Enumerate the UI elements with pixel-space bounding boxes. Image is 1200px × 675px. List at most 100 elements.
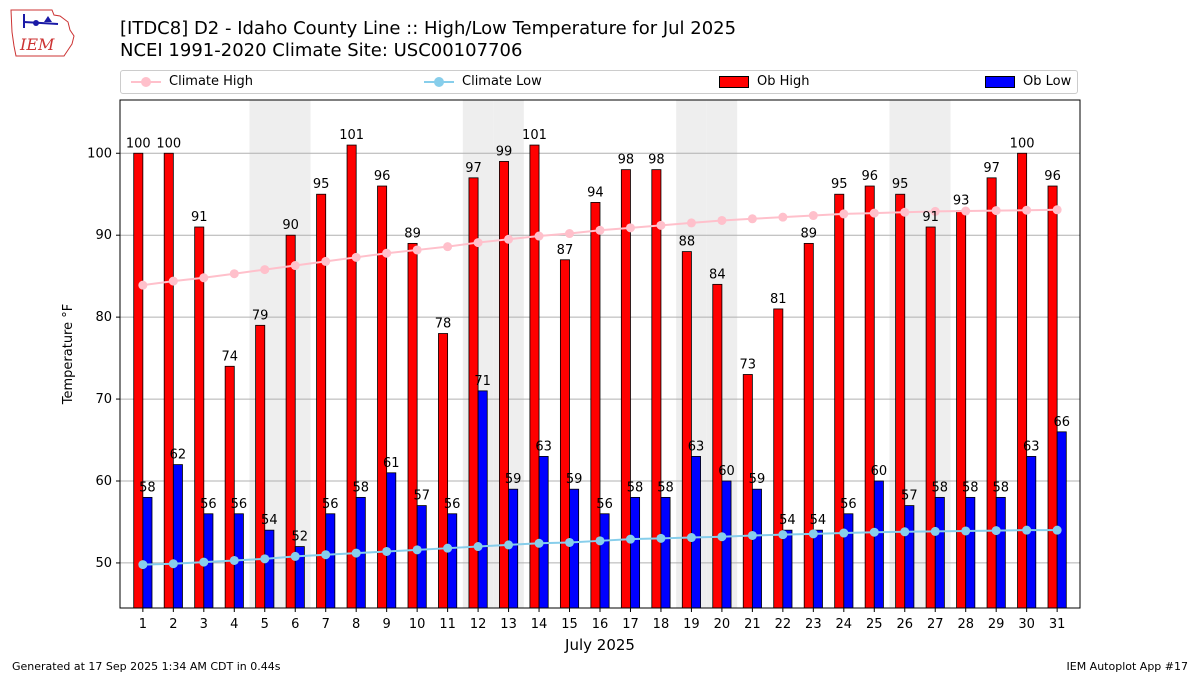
y-tick-label: 60 (95, 474, 112, 489)
climate-high-point (839, 209, 849, 219)
ob-high-bar (438, 333, 449, 609)
ob-low-label: 58 (992, 480, 1009, 495)
legend-climate-high-label: Climate High (169, 74, 254, 89)
climate-low-point (1022, 525, 1032, 535)
climate-high-point (808, 211, 818, 221)
ob-low-bar (721, 480, 732, 609)
x-tick-label: 4 (230, 617, 238, 632)
climate-high-point (686, 218, 696, 228)
ob-low-bar (325, 513, 336, 609)
ob-low-label: 54 (779, 513, 796, 528)
y-tick-label: 70 (95, 392, 112, 407)
climate-high-point (138, 280, 148, 290)
x-tick-label: 19 (683, 617, 700, 632)
x-tick-label: 22 (775, 617, 792, 632)
ob-low-bar (599, 513, 610, 609)
climate-high-point (290, 261, 300, 271)
climate-low-point (839, 528, 849, 538)
ob-low-label: 63 (535, 439, 552, 454)
x-tick-label: 1 (139, 617, 147, 632)
ob-high-label: 87 (557, 243, 574, 258)
ob-low-bar (172, 464, 183, 609)
ob-high-label: 97 (983, 161, 1000, 176)
ob-high-label: 95 (892, 177, 909, 192)
x-tick-label: 15 (561, 617, 578, 632)
climate-high-point (412, 245, 422, 255)
ob-low-bar (904, 505, 915, 609)
x-tick-label: 2 (169, 617, 177, 632)
ob-high-bar (224, 365, 235, 609)
x-tick-label: 12 (470, 617, 487, 632)
x-tick-label: 29 (988, 617, 1005, 632)
ob-high-label: 94 (587, 185, 604, 200)
climate-high-point (1052, 205, 1062, 215)
legend-ob-high: Ob High (719, 74, 810, 89)
ob-low-label: 56 (444, 497, 461, 512)
ob-high-bar (834, 193, 845, 609)
ob-low-label: 62 (170, 448, 187, 463)
ob-low-label: 56 (596, 497, 613, 512)
ob-low-label: 57 (901, 489, 918, 504)
climate-low-point (199, 557, 209, 567)
ob-high-bar (742, 374, 753, 609)
ob-high-label: 79 (252, 308, 269, 323)
ob-high-label: 100 (156, 136, 181, 151)
ob-low-label: 56 (231, 497, 248, 512)
climate-low-point (1052, 525, 1062, 535)
ob-high-bar (133, 152, 144, 609)
ob-low-label: 66 (1053, 415, 1070, 430)
x-tick-label: 20 (714, 617, 731, 632)
climate-low-point (534, 538, 544, 548)
ob-high-bar (194, 226, 205, 609)
climate-low-point (565, 537, 575, 547)
climate-low-point (290, 551, 300, 561)
ob-low-bar (538, 456, 549, 609)
x-tick-label: 28 (957, 617, 974, 632)
climate-low-point (625, 534, 635, 544)
ob-high-bar (925, 226, 936, 609)
climate-high-point (199, 273, 209, 283)
climate-low-point (382, 546, 392, 556)
ob-high-bar (590, 202, 601, 609)
ob-low-bar (630, 496, 641, 609)
climate-high-point (656, 220, 666, 230)
climate-high-point (168, 276, 178, 286)
ob-high-bar (255, 324, 266, 609)
ob-high-bar (773, 308, 784, 609)
ob-low-label: 60 (718, 464, 735, 479)
ob-high-bar (803, 242, 814, 609)
x-tick-label: 11 (439, 617, 456, 632)
ob-high-bar (163, 152, 174, 609)
climate-low-point (138, 560, 148, 570)
climate-low-point (595, 536, 605, 546)
legend-ob-low-label: Ob Low (1023, 74, 1072, 89)
ob-high-label: 96 (861, 169, 878, 184)
y-tick-label: 90 (95, 228, 112, 243)
ob-high-bar (529, 144, 540, 609)
climate-low-point (504, 540, 514, 550)
legend-climate-low: Climate Low (424, 74, 542, 89)
ob-low-bar (934, 496, 945, 609)
climate-low-point (717, 532, 727, 542)
iem-logo: IEM (10, 9, 75, 57)
ob-high-bar (712, 283, 723, 609)
ob-low-label: 63 (1023, 439, 1040, 454)
climate-low-point (900, 527, 910, 537)
climate-high-point (534, 231, 544, 241)
climate-low-point (351, 548, 361, 558)
x-tick-label: 3 (200, 617, 208, 632)
climate-low-point (443, 543, 453, 553)
ob-high-label: 96 (374, 169, 391, 184)
climate-high-point (473, 238, 483, 248)
ob-high-bar (285, 234, 296, 609)
ob-low-bar (782, 529, 793, 609)
ob-low-bar (386, 472, 397, 609)
climate-low-point (808, 529, 818, 539)
climate-low-point (260, 554, 270, 564)
x-tick-label: 26 (896, 617, 913, 632)
ob-high-label: 84 (709, 267, 726, 282)
climate-low-point (321, 550, 331, 560)
climate-low-point (869, 527, 879, 537)
climate-high-point (504, 234, 514, 244)
